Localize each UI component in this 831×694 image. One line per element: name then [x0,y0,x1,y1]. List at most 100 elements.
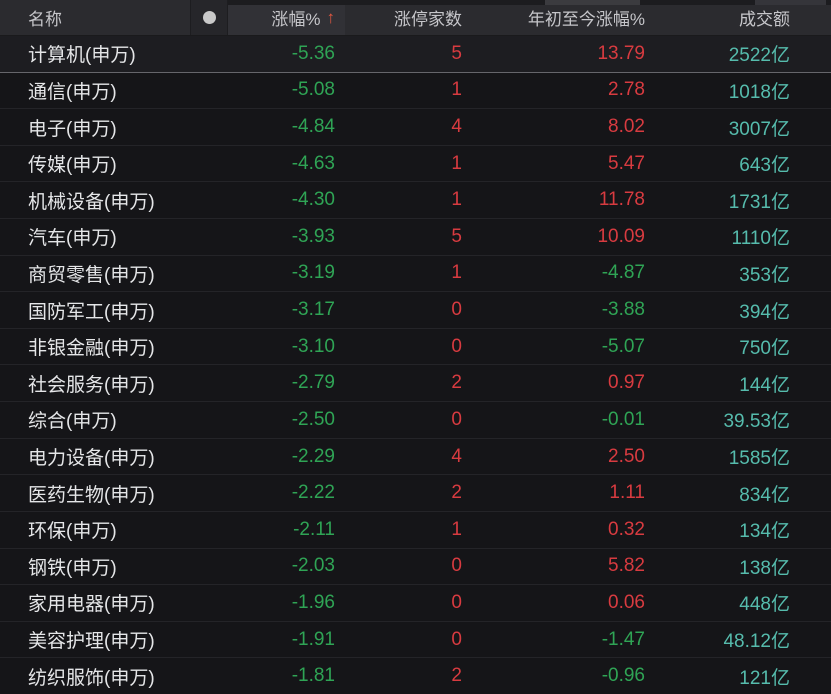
change-value: -2.50 [291,408,335,430]
limit-up-count-cell: 2 [345,365,472,401]
ytd-change-cell: -3.88 [472,292,655,328]
limit-up-count-cell: 1 [345,182,472,218]
turnover-value: 1110亿 [731,228,790,250]
change-percent-cell: -5.08 [228,73,345,109]
table-row[interactable]: 环保(申万) -2.11 1 0.32 134亿 [0,511,831,549]
limit-up-count-cell: 4 [345,439,472,475]
change-value: -2.11 [293,518,335,540]
table-row[interactable]: 综合(申万) -2.50 0 -0.01 39.53亿 [0,402,831,439]
column-header-ytd-change[interactable]: 年初至今涨幅% [472,0,655,35]
ytd-change-cell: -4.87 [472,256,655,292]
turnover-value: 138亿 [739,557,790,579]
ytd-change-cell: 5.47 [472,146,655,182]
limit-up-count: 2 [451,372,462,394]
table-header: 名称 涨幅% ↑ 涨停家数 年初至今涨幅% 成交额 [0,0,831,36]
sector-name-cell: 医药生物(申万) [0,475,228,511]
change-percent-cell: -1.81 [228,658,345,694]
ytd-change-value: 11.78 [598,189,645,211]
table-row[interactable]: 美容护理(申万) -1.91 0 -1.47 48.12亿 [0,621,831,659]
table-row[interactable]: 电力设备(申万) -2.29 4 2.50 1585亿 [0,438,831,476]
change-value: -3.10 [291,335,335,357]
ytd-change-cell: 0.06 [472,585,655,621]
table-row[interactable]: 钢铁(申万) -2.03 0 5.82 138亿 [0,548,831,586]
turnover-cell: 1585亿 [655,439,831,475]
ytd-change-cell: -0.96 [472,658,655,694]
limit-up-count: 2 [451,665,462,687]
table-row[interactable]: 机械设备(申万) -4.30 1 11.78 1731亿 [0,182,831,220]
limit-up-count-cell: 4 [345,109,472,145]
sector-name-cell: 汽车(申万) [0,219,228,255]
ytd-change-value: -0.96 [601,665,645,687]
table-row[interactable]: 商贸零售(申万) -3.19 1 -4.87 353亿 [0,255,831,293]
limit-up-count: 5 [451,42,462,64]
sector-name-cell: 美容护理(申万) [0,622,228,658]
table-row[interactable]: 计算机(申万) -5.36 5 13.79 2522亿 [0,36,831,73]
change-percent-cell: -3.93 [228,219,345,255]
sector-name: 汽车(申万) [28,228,117,250]
ytd-change-value: -1.47 [601,628,645,650]
change-value: -5.36 [291,42,335,64]
ytd-change-value: 0.32 [608,518,645,540]
sector-name-cell: 计算机(申万) [0,36,228,72]
status-dot-icon [202,11,216,24]
sector-name: 环保(申万) [28,521,117,543]
column-header-turnover[interactable]: 成交额 [655,0,831,35]
limit-up-count: 1 [451,152,462,174]
change-percent-cell: -1.96 [228,585,345,621]
change-value: -3.19 [291,262,335,284]
sector-name: 传媒(申万) [28,155,117,177]
change-percent-cell: -4.30 [228,182,345,218]
limit-up-count-cell: 5 [345,219,472,255]
sector-name-cell: 综合(申万) [0,402,228,438]
table-row[interactable]: 家用电器(申万) -1.96 0 0.06 448亿 [0,585,831,622]
limit-up-count: 1 [451,262,462,284]
ytd-change-value: -5.07 [601,335,645,357]
limit-up-count-cell: 1 [345,146,472,182]
ytd-change-cell: 11.78 [472,182,655,218]
table-row[interactable]: 医药生物(申万) -2.22 2 1.11 834亿 [0,475,831,512]
table-row[interactable]: 汽车(申万) -3.93 5 10.09 1110亿 [0,219,831,256]
limit-up-count: 2 [451,482,462,504]
sector-name: 钢铁(申万) [28,557,117,579]
sector-name: 纺织服饰(申万) [28,667,155,689]
turnover-cell: 121亿 [655,658,831,694]
column-header-change-percent[interactable]: 涨幅% ↑ [228,0,345,35]
limit-up-count: 5 [451,225,462,247]
ytd-change-value: -3.88 [601,299,645,321]
change-value: -4.30 [291,189,335,211]
column-header-ytd-label: 年初至今涨幅% [527,10,645,29]
table-row[interactable]: 国防军工(申万) -3.17 0 -3.88 394亿 [0,292,831,329]
table-row[interactable]: 电子(申万) -4.84 4 8.02 3007亿 [0,109,831,146]
ytd-change-value: 8.02 [608,116,645,138]
limit-up-count-cell: 2 [345,475,472,511]
limit-up-count: 1 [451,189,462,211]
column-header-indicator[interactable] [190,0,228,35]
ytd-change-value: 2.78 [608,79,645,101]
sector-name-cell: 国防军工(申万) [0,292,228,328]
limit-up-count-cell: 0 [345,329,472,365]
table-row[interactable]: 非银金融(申万) -3.10 0 -5.07 750亿 [0,328,831,366]
limit-up-count: 4 [451,116,462,138]
turnover-cell: 134亿 [655,512,831,548]
ytd-change-value: 5.47 [608,152,645,174]
turnover-value: 353亿 [739,264,790,286]
change-percent-cell: -3.17 [228,292,345,328]
change-percent-cell: -4.63 [228,146,345,182]
table-row[interactable]: 通信(申万) -5.08 1 2.78 1018亿 [0,72,831,110]
sort-ascending-arrow-icon: ↑ [326,7,336,27]
limit-up-count-cell: 0 [345,622,472,658]
column-header-limit-up-count[interactable]: 涨停家数 [345,0,472,35]
table-row[interactable]: 社会服务(申万) -2.79 2 0.97 144亿 [0,365,831,403]
column-header-name[interactable]: 名称 [0,0,190,35]
ytd-change-value: 2.50 [608,445,645,467]
table-row[interactable]: 传媒(申万) -4.63 1 5.47 643亿 [0,145,831,183]
table-row[interactable]: 纺织服饰(申万) -1.81 2 -0.96 121亿 [0,658,831,694]
turnover-cell: 394亿 [655,292,831,328]
ytd-change-cell: 0.32 [472,512,655,548]
turnover-cell: 48.12亿 [655,622,831,658]
sector-name-cell: 钢铁(申万) [0,549,228,585]
turnover-cell: 1018亿 [655,73,831,109]
column-header-name-label: 名称 [28,10,62,29]
change-percent-cell: -2.03 [228,549,345,585]
ytd-change-cell: 0.97 [472,365,655,401]
